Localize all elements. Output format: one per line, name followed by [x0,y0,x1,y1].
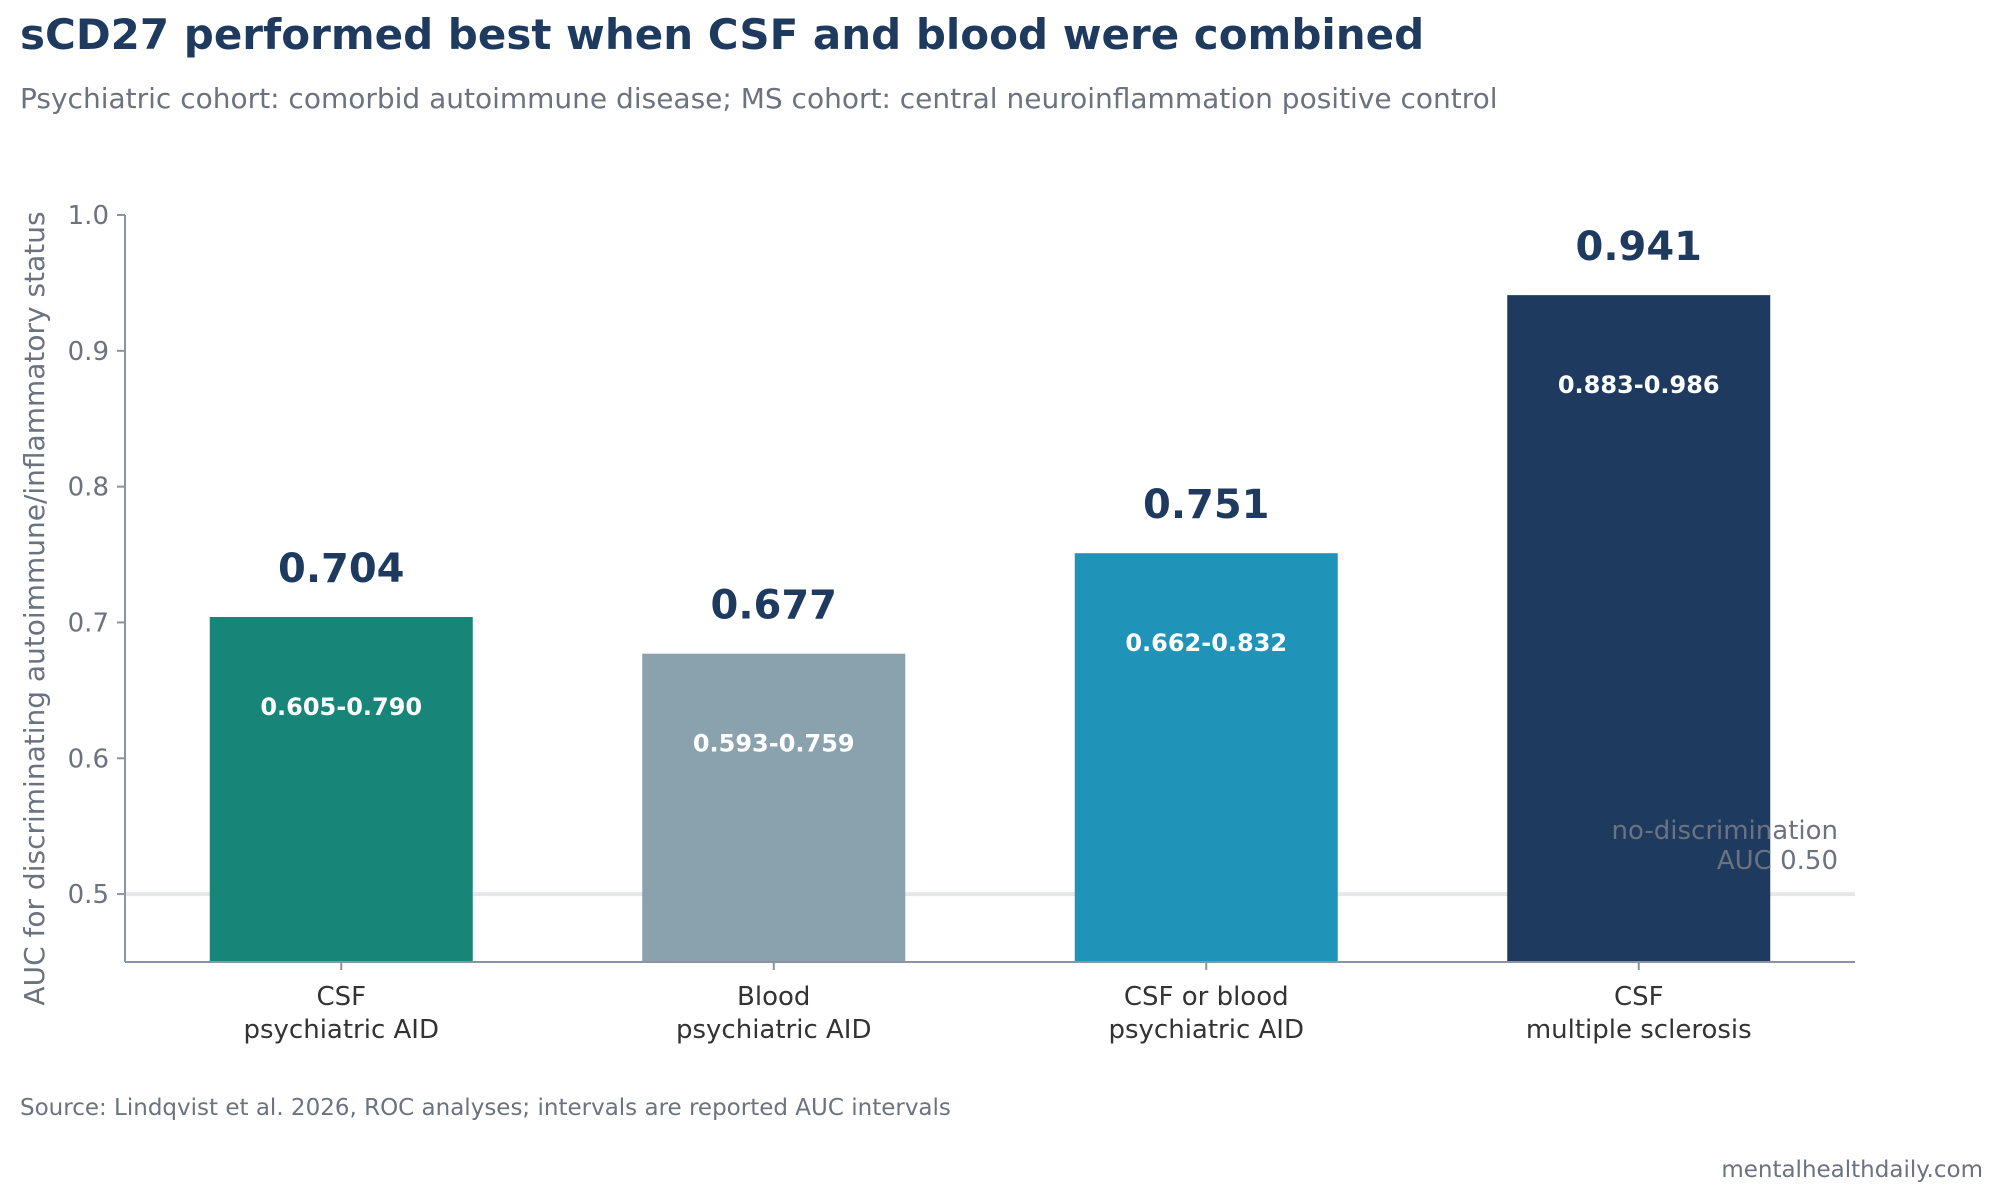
y-tick-label: 0.8 [68,473,109,503]
chart-title: sCD27 performed best when CSF and blood … [20,10,1425,59]
value-label: 0.941 [1575,224,1702,270]
y-tick-label: 1.0 [68,201,109,231]
bar [642,653,906,962]
bar [1507,295,1771,963]
y-tick-label: 0.7 [68,608,109,638]
bar [209,617,473,962]
x-tick-label: CSF multiple sclerosis [1526,982,1752,1045]
y-tick-label: 0.5 [68,880,109,910]
reference-line-label: no-discrimination AUC 0.50 [1612,816,1839,876]
bar [1074,553,1338,962]
value-label: 0.704 [278,546,405,592]
brand-credit: mentalhealthdaily.com [1721,1157,1983,1183]
interval-label: 0.593-0.759 [693,730,855,758]
y-axis-label: AUC for discriminating autoimmune/inflam… [18,211,51,1005]
y-tick-label: 0.6 [68,744,109,774]
x-tick-label: Blood psychiatric AID [676,982,872,1045]
x-tick-label: CSF or blood psychiatric AID [1108,982,1304,1045]
interval-label: 0.662-0.832 [1125,629,1287,657]
value-label: 0.677 [710,583,837,629]
interval-label: 0.605-0.790 [260,693,422,721]
y-tick-label: 0.9 [68,337,109,367]
value-label: 0.751 [1143,482,1270,528]
interval-label: 0.883-0.986 [1558,371,1720,399]
chart-subtitle: Psychiatric cohort: comorbid autoimmune … [20,82,1498,115]
x-tick-label: CSF psychiatric AID [243,982,439,1045]
source-note: Source: Lindqvist et al. 2026, ROC analy… [20,1095,951,1121]
